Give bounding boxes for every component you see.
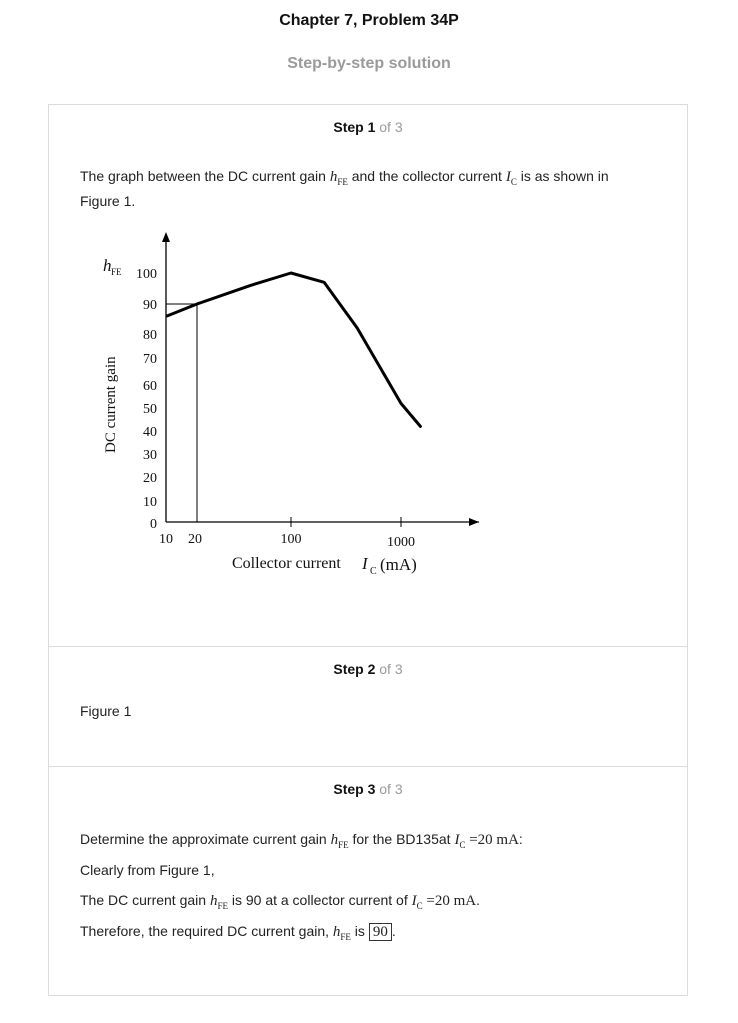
y-axis-symbol: h <box>103 256 112 275</box>
y-axis-title: DC current gain <box>103 356 119 453</box>
y-tick-label-30: 30 <box>143 448 157 463</box>
x-axis-unit: (mA) <box>380 555 417 574</box>
step-1-count: of 3 <box>375 119 403 135</box>
step-1-intro: The graph between the DC current gain hF… <box>80 165 609 193</box>
y-axis-symbol-sub: FE <box>111 267 122 277</box>
page-subtitle: Step-by-step solution <box>287 55 451 72</box>
answer-box: 90 <box>368 923 392 941</box>
step-2-header: Step 2 of 3 <box>49 661 687 677</box>
hfe-symbol: hFE <box>329 169 348 187</box>
step-3-header: Step 3 of 3 <box>49 781 687 797</box>
intro-text-c: is as shown in <box>516 168 609 184</box>
step-2-panel: Step 2 of 3 Figure 1 <box>48 646 688 767</box>
step-3-line-3: The DC current gain hFE is 90 at a colle… <box>80 892 480 911</box>
step-3-label: Step 3 <box>333 781 376 797</box>
y-axis-arrow <box>162 232 170 242</box>
step-3-panel: Step 3 of 3 Determine the approximate cu… <box>48 766 688 996</box>
page-title: Chapter 7, Problem 34P <box>279 12 459 29</box>
y-tick-label-0: 0 <box>150 517 157 532</box>
step-2-label: Step 2 <box>333 661 376 677</box>
y-tick-label-90: 90 <box>143 298 157 313</box>
y-tick-label-100: 100 <box>136 267 157 282</box>
x-axis-symbol: I <box>361 554 369 573</box>
step-3-line-1: Determine the approximate current gain h… <box>80 831 523 850</box>
y-tick-label-60: 60 <box>143 379 157 394</box>
y-tick-label-80: 80 <box>143 328 157 343</box>
step-2-count: of 3 <box>375 661 403 677</box>
y-tick-label-20: 20 <box>143 471 157 486</box>
step-1-header: Step 1 of 3 <box>49 119 687 135</box>
step-3-line-4: Therefore, the required DC current gain,… <box>80 923 396 942</box>
ic-symbol: IC <box>505 169 517 187</box>
gain-curve <box>165 271 422 428</box>
intro-text-a: The graph between the DC current gain <box>80 168 330 184</box>
x-axis-arrow <box>469 518 479 526</box>
x-tick-label-10: 10 <box>159 532 173 547</box>
x-tick-label-20: 20 <box>188 532 202 547</box>
step-1-intro-line2: Figure 1. <box>80 193 136 209</box>
step-2-text: Figure 1 <box>80 703 132 719</box>
y-tick-label-70: 70 <box>143 352 157 367</box>
step-1-label: Step 1 <box>333 119 376 135</box>
step-3-line-2: Clearly from Figure 1, <box>80 862 215 878</box>
x-tick-label-100: 100 <box>281 532 302 547</box>
y-tick-label-40: 40 <box>143 425 157 440</box>
y-tick-label-10: 10 <box>143 495 157 510</box>
y-tick-label-50: 50 <box>143 402 157 417</box>
step-3-count: of 3 <box>375 781 403 797</box>
x-axis-title: Collector current <box>232 555 341 572</box>
step-1-panel: Step 1 of 3 The graph between the DC cur… <box>48 104 688 647</box>
x-tick-label-1000: 1000 <box>387 535 415 550</box>
intro-text-b: and the collector current <box>347 168 506 184</box>
x-axis-symbol-sub: C <box>370 566 377 577</box>
